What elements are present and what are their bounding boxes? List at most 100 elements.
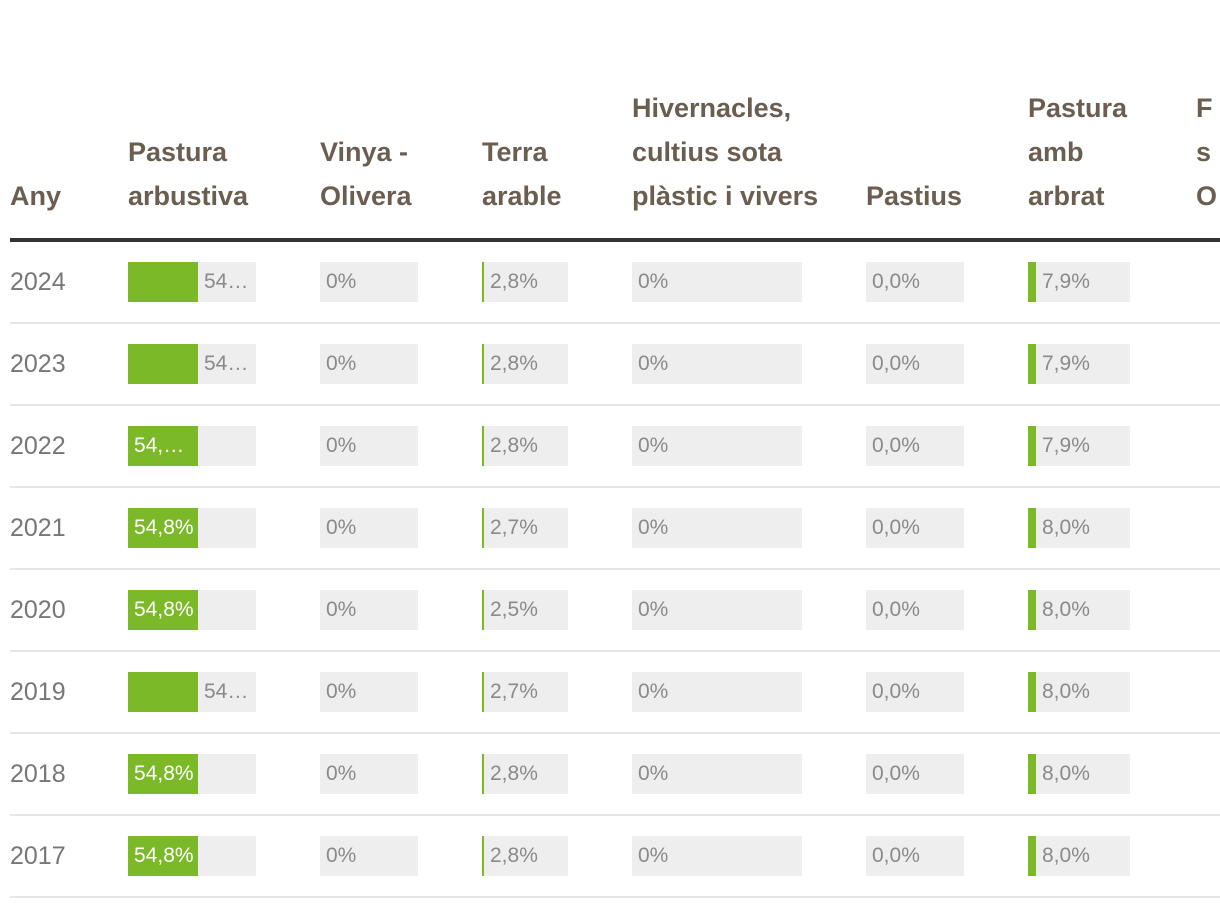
data-label: 7,9% (1042, 434, 1090, 457)
data-label: 8,0% (1042, 844, 1090, 867)
bar-cell-pastura-amb-arbrat: 7,9% (1028, 426, 1130, 466)
header-any: Any (10, 181, 62, 211)
header-cut-off-column: F s O (1196, 93, 1218, 211)
bar-cell-terra-arable: 2,8% (482, 836, 568, 876)
data-label: 0,0% (872, 762, 920, 785)
data-label: 0,0% (872, 270, 920, 293)
table-row: 2017 54,8% 0% 2,8% 0% 0,0% 8,0% (10, 816, 1220, 898)
data-label: 54,8% (134, 844, 194, 867)
data-label: 0% (638, 516, 669, 539)
data-label: 0% (638, 434, 669, 457)
bar (482, 836, 484, 876)
table-row: 2022 54,… 0% 2,8% 0% 0,0% 7,9% (10, 406, 1220, 488)
data-label: 54,8% (134, 598, 194, 621)
data-label: 0% (326, 352, 357, 375)
bar (128, 508, 198, 548)
table-row: 2019 54,… 0% 2,7% 0% 0,0% 8,0% (10, 652, 1220, 734)
header-terra-arable: Terra arable (482, 137, 562, 211)
bar-cell-pastura-amb-arbrat: 7,9% (1028, 262, 1130, 302)
data-label: 54,… (204, 680, 254, 703)
bar (128, 262, 198, 302)
bar (1028, 508, 1036, 548)
bar (128, 672, 198, 712)
data-label: 8,0% (1042, 680, 1090, 703)
bar-cell-pastura-arbustiva: 54,… (128, 262, 256, 302)
bar-cell-terra-arable: 2,8% (482, 344, 568, 384)
bar-cell-vinya-olivera: 0% (320, 836, 418, 876)
bar-cell-pastius: 0,0% (866, 836, 964, 876)
bar-cell-vinya-olivera: 0% (320, 344, 418, 384)
data-label: 54,… (204, 270, 254, 293)
data-label: 2,8% (490, 844, 538, 867)
bar-cell-pastius: 0,0% (866, 262, 964, 302)
bar-cell-pastura-arbustiva: 54,8% (128, 590, 256, 630)
bar-cell-pastius: 0,0% (866, 590, 964, 630)
data-label: 54,… (204, 352, 254, 375)
bar-cell-pastura-amb-arbrat: 8,0% (1028, 836, 1130, 876)
header-pastura-arbustiva: Pastura arbustiva (128, 137, 249, 211)
bar-cell-terra-arable: 2,8% (482, 426, 568, 466)
bar (482, 426, 484, 466)
data-label: 0% (326, 762, 357, 785)
year-cell: 2022 (10, 432, 66, 460)
bar-cell-pastius: 0,0% (866, 508, 964, 548)
header-vinya-olivera: Vinya - Olivera (320, 137, 412, 211)
bar-cell-pastura-amb-arbrat: 8,0% (1028, 590, 1130, 630)
table-row: 2024 54,… 0% 2,8% 0% 0,0% 7,9% (10, 242, 1220, 324)
bar-cell-pastura-amb-arbrat: 8,0% (1028, 508, 1130, 548)
data-label: 0% (638, 844, 669, 867)
bar-cell-pastius: 0,0% (866, 672, 964, 712)
data-label: 0% (326, 680, 357, 703)
table-header: Any Pastura arbustiva Vinya - Olivera Te… (10, 0, 1220, 242)
bar-cell-pastius: 0,0% (866, 344, 964, 384)
data-label: 2,5% (490, 598, 538, 621)
data-label: 2,7% (490, 680, 538, 703)
data-label: 0,0% (872, 680, 920, 703)
year-cell: 2023 (10, 350, 66, 378)
bar-cell-pastura-arbustiva: 54,… (128, 426, 256, 466)
data-label: 0% (326, 844, 357, 867)
bar-cell-hivernacles: 0% (632, 836, 802, 876)
data-label: 7,9% (1042, 270, 1090, 293)
bar (128, 590, 198, 630)
bar-cell-hivernacles: 0% (632, 672, 802, 712)
bar-cell-pastura-arbustiva: 54,8% (128, 836, 256, 876)
data-label: 0,0% (872, 352, 920, 375)
bar (1028, 836, 1036, 876)
bar-cell-hivernacles: 0% (632, 754, 802, 794)
year-cell: 2017 (10, 842, 66, 870)
bar (1028, 426, 1036, 466)
data-label: 8,0% (1042, 762, 1090, 785)
year-cell: 2021 (10, 514, 66, 542)
bar-cell-pastura-amb-arbrat: 8,0% (1028, 754, 1130, 794)
data-label: 8,0% (1042, 516, 1090, 539)
bar-cell-hivernacles: 0% (632, 508, 802, 548)
data-label: 0% (638, 352, 669, 375)
bar-cell-hivernacles: 0% (632, 262, 802, 302)
data-label: 0,0% (872, 516, 920, 539)
bar (1028, 672, 1036, 712)
data-label: 0,0% (872, 434, 920, 457)
year-cell: 2019 (10, 678, 66, 706)
bar-cell-vinya-olivera: 0% (320, 508, 418, 548)
data-label: 8,0% (1042, 598, 1090, 621)
data-label: 0,0% (872, 598, 920, 621)
bar-cell-pastura-arbustiva: 54,8% (128, 754, 256, 794)
bar (482, 754, 484, 794)
bar (482, 672, 484, 712)
data-label: 2,8% (490, 434, 538, 457)
data-label: 54,8% (134, 762, 194, 785)
bar-cell-pastius: 0,0% (866, 426, 964, 466)
table-row: 2020 54,8% 0% 2,5% 0% 0,0% 8,0% (10, 570, 1220, 652)
data-label: 7,9% (1042, 352, 1090, 375)
bar-cell-pastura-arbustiva: 54,… (128, 672, 256, 712)
table-row: 2021 54,8% 0% 2,7% 0% 0,0% 8,0% (10, 488, 1220, 570)
bar-cell-hivernacles: 0% (632, 344, 802, 384)
data-label: 2,8% (490, 352, 538, 375)
data-label: 0% (638, 598, 669, 621)
data-label: 0% (326, 516, 357, 539)
data-label: 0% (326, 434, 357, 457)
bar (128, 836, 198, 876)
bar-cell-pastius: 0,0% (866, 754, 964, 794)
year-cell: 2020 (10, 596, 66, 624)
